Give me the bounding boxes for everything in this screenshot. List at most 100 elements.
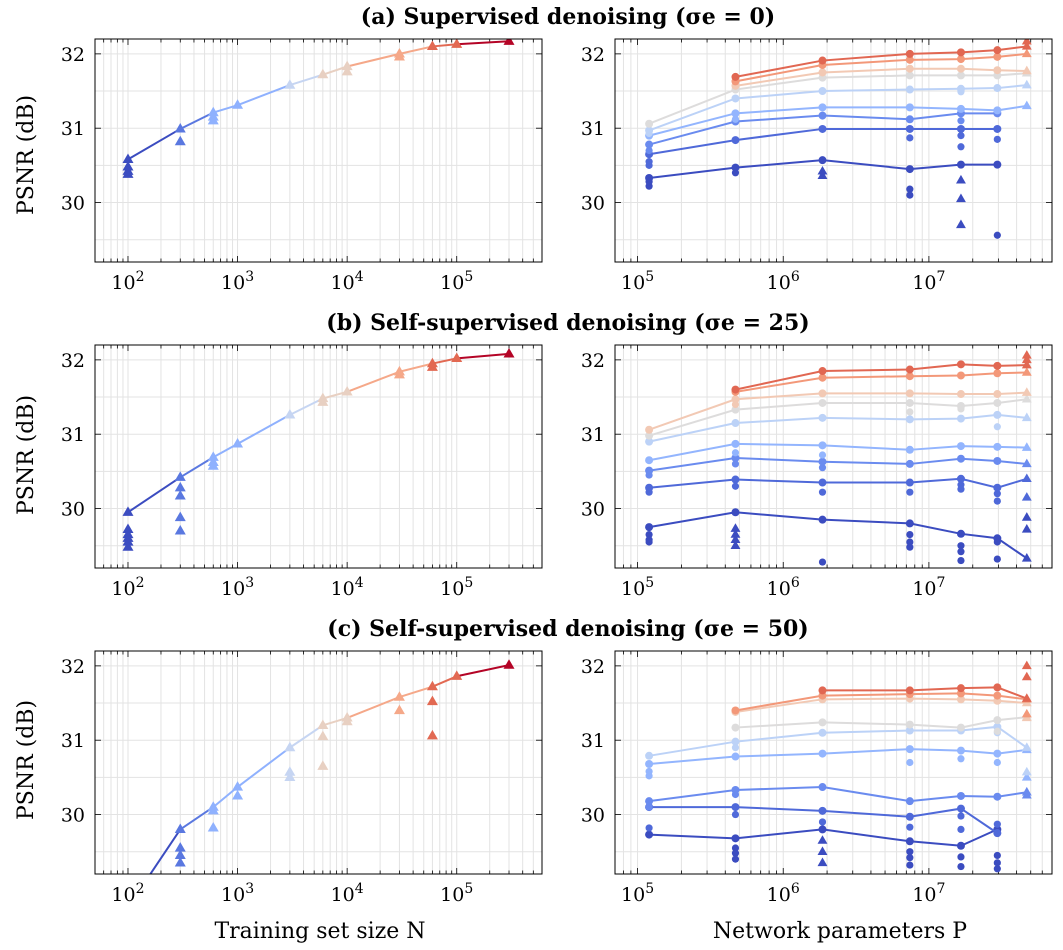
x-tick-label: 107 [912, 269, 945, 294]
data-point [731, 115, 740, 123]
data-point [957, 143, 965, 151]
data-point [426, 729, 438, 740]
data-point [993, 369, 1002, 378]
data-point [956, 64, 965, 73]
data-point [818, 413, 827, 422]
data-point [906, 823, 914, 831]
data-point [993, 820, 1001, 828]
data-point [906, 854, 914, 862]
data-point [905, 459, 914, 468]
series-line-segment [179, 456, 214, 479]
series-line [649, 748, 1027, 765]
data-point [956, 360, 965, 369]
data-point [956, 104, 965, 113]
data-point [393, 365, 405, 376]
data-point [317, 68, 329, 79]
data-point [818, 56, 827, 65]
data-point [207, 822, 219, 832]
data-point [451, 670, 463, 680]
data-point [1021, 367, 1032, 376]
data-point [731, 460, 740, 468]
series-line-segment [289, 73, 324, 87]
data-point [731, 475, 740, 484]
y-tick-label: 31 [61, 730, 85, 752]
data-point [341, 60, 353, 71]
data-point [818, 451, 827, 459]
data-point [284, 771, 296, 781]
data-point [993, 66, 1002, 75]
data-point [906, 134, 914, 142]
data-point [1021, 387, 1032, 396]
plot-frame [94, 38, 543, 263]
data-point [1021, 786, 1032, 796]
series-line-segment [289, 724, 324, 749]
data-point [1021, 766, 1032, 776]
data-point [731, 723, 740, 732]
data-point [645, 538, 653, 546]
data-point [818, 783, 827, 792]
data-point [731, 744, 740, 752]
data-point [957, 132, 965, 140]
data-point [956, 684, 965, 693]
data-point [122, 168, 134, 178]
data-point [1021, 473, 1032, 483]
panel-a-title: (a) Supervised denoising (σe = 0) [361, 4, 775, 30]
data-point [645, 437, 654, 446]
data-point [174, 481, 186, 492]
data-point [905, 797, 914, 806]
data-point [993, 555, 1001, 563]
data-point [957, 825, 965, 834]
series-line-segment [399, 362, 433, 373]
panel-a-P: 30 31 32 105 106 107 [581, 38, 1053, 294]
y-tick-label: 31 [61, 424, 85, 446]
series-line-segment [456, 40, 510, 46]
data-point [393, 704, 405, 715]
data-point [731, 849, 740, 857]
data-point [906, 848, 914, 856]
data-point [645, 126, 654, 135]
data-point [905, 478, 914, 487]
y-tick-label: 31 [581, 118, 605, 140]
data-point [957, 853, 965, 861]
data-point [503, 348, 515, 358]
plot-area [149, 659, 515, 874]
data-point [645, 751, 654, 760]
data-point [1021, 65, 1032, 75]
data-point [341, 712, 353, 722]
y-tick-label: 32 [61, 44, 85, 66]
data-point [905, 64, 914, 73]
data-point [317, 392, 329, 403]
data-point [818, 825, 827, 834]
data-point [906, 185, 914, 193]
data-point [174, 490, 186, 500]
data-point [956, 174, 966, 184]
plot-frame [614, 38, 1053, 263]
x-tick-label: 105 [621, 575, 654, 600]
series-line-segment [289, 397, 324, 416]
y-tick-label: 31 [61, 118, 85, 140]
data-point [818, 156, 827, 165]
panel-b-title: (b) Self-supervised denoising (σe = 25) [326, 310, 809, 336]
data-point [905, 85, 914, 94]
data-point [645, 119, 654, 128]
plot-frame [614, 344, 1053, 569]
data-point [993, 410, 1002, 419]
data-point [906, 408, 914, 416]
x-tick-label: 104 [331, 269, 364, 294]
x-tick-label: 102 [111, 575, 144, 600]
data-point [731, 737, 740, 746]
data-point [645, 466, 654, 475]
data-point [993, 683, 1002, 692]
data-point [731, 752, 740, 761]
data-point [956, 193, 966, 203]
series-line [649, 806, 998, 834]
data-point [645, 830, 654, 839]
series-line [735, 363, 1027, 391]
data-point [731, 419, 740, 428]
data-point [905, 726, 914, 735]
x-tick-label: 107 [912, 575, 945, 600]
data-point [906, 530, 914, 539]
data-point [956, 71, 965, 80]
y-tick-label: 31 [581, 424, 605, 446]
data-point [993, 691, 1002, 700]
